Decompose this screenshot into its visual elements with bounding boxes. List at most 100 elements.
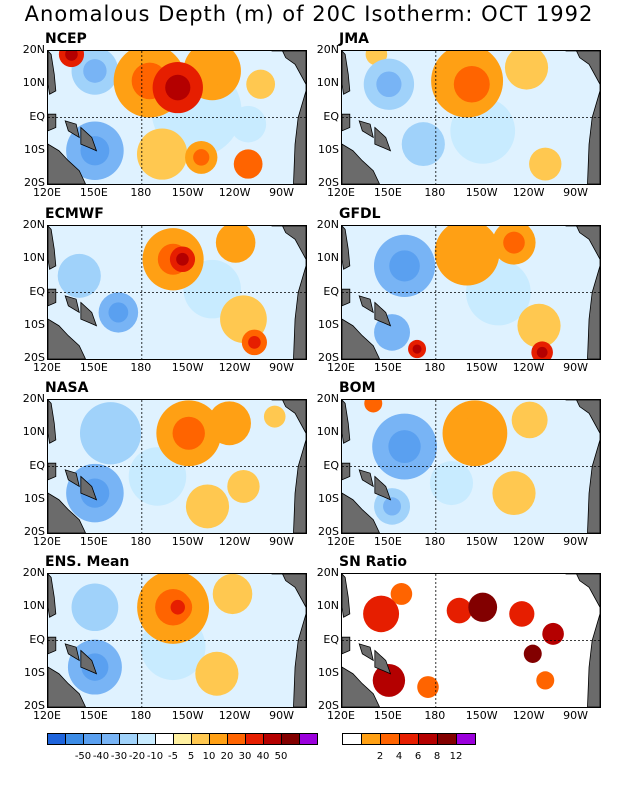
- landmass: [48, 666, 86, 707]
- colorbar-swatch: [209, 733, 228, 745]
- anomaly-blob: [542, 622, 564, 645]
- colorbar-swatch: [263, 733, 282, 745]
- colorbar-label: 40: [256, 751, 270, 762]
- colorbar-swatch: [281, 733, 300, 745]
- latitude-tick-label: 20S: [318, 176, 339, 189]
- latitude-tick-label: EQ: [29, 284, 45, 298]
- colorbar-swatch: [101, 733, 120, 745]
- latitude-tick-label: 20S: [24, 525, 45, 538]
- longitude-tick-label: 120W: [218, 361, 251, 374]
- landmass: [576, 51, 600, 85]
- longitude-tick-label: 120W: [218, 186, 251, 199]
- longitude-tick-label: 180: [424, 361, 446, 374]
- longitude-tick-label: 180: [424, 709, 446, 722]
- latitude-tick-label: 10S: [318, 665, 339, 679]
- longitude-tick-label: 120E: [33, 709, 61, 722]
- longitude-tick-label: 120E: [327, 361, 355, 374]
- colorbar-label: -10: [146, 751, 164, 762]
- longitude-tick-label: 120W: [512, 186, 545, 199]
- longitude-tick-label: 150E: [79, 709, 108, 722]
- anomaly-map: [48, 400, 306, 533]
- anomaly-core: [412, 344, 422, 354]
- landmass: [271, 400, 306, 533]
- longitude-tick-label: 90W: [563, 361, 588, 374]
- colorbar-label: -30: [110, 751, 128, 762]
- anomaly-blob: [57, 253, 101, 298]
- latitude-tick-label: EQ: [323, 458, 339, 472]
- colorbar-swatch: [227, 733, 246, 745]
- latitude-tick-label: EQ: [323, 632, 339, 646]
- landmass: [358, 469, 374, 488]
- longitude-tick-label: 180: [130, 535, 152, 548]
- longitude-tick-label: 90W: [269, 361, 294, 374]
- longitude-tick-label: 180: [130, 186, 152, 199]
- latitude-tick-label: 20S: [318, 699, 339, 712]
- longitude-tick-label: 150W: [465, 709, 498, 722]
- landmass: [64, 120, 80, 139]
- anomaly-blob: [212, 574, 253, 615]
- colorbar-label: 4: [395, 751, 403, 762]
- colorbar-label: -50: [74, 751, 92, 762]
- landmass: [64, 469, 80, 488]
- landmass: [271, 574, 306, 707]
- longitude-tick-label: 150E: [79, 186, 108, 199]
- latitude-tick-label: 10S: [318, 317, 339, 331]
- anomaly-blob: [79, 402, 142, 465]
- latitude-tick-label: 10N: [316, 76, 339, 90]
- anomaly-blob: [401, 122, 445, 167]
- landmass: [48, 288, 57, 307]
- anomaly-core: [389, 250, 420, 282]
- colorbar-swatch: [245, 733, 264, 745]
- longitude-tick-label: 150W: [171, 186, 204, 199]
- anomaly-blob: [517, 303, 561, 348]
- longitude-tick-label: 90W: [563, 709, 588, 722]
- landmass: [80, 301, 98, 327]
- latitude-tick-label: 10S: [24, 665, 45, 679]
- landmass: [342, 226, 351, 270]
- landmass: [48, 492, 86, 533]
- landmass: [576, 226, 600, 260]
- colorbar-swatch: [456, 733, 476, 745]
- anomaly-core: [172, 416, 205, 450]
- longitude-tick-label: 180: [424, 535, 446, 548]
- landmass: [342, 492, 380, 533]
- colorbar-label: 12: [449, 751, 463, 762]
- anomaly-blob: [136, 128, 188, 180]
- latitude-tick-label: EQ: [323, 109, 339, 123]
- anomaly-map: [48, 51, 306, 184]
- latitude-tick-label: 20N: [316, 566, 339, 579]
- colorbar-label: 30: [238, 751, 252, 762]
- landmass: [342, 143, 380, 184]
- anomaly-blob: [372, 663, 406, 697]
- latitude-tick-label: 10N: [22, 425, 45, 439]
- landmass: [48, 51, 57, 95]
- landmass: [48, 226, 57, 270]
- colorbar-swatch: [299, 733, 318, 745]
- longitude-tick-label: 120W: [218, 709, 251, 722]
- longitude-tick-label: 150E: [79, 535, 108, 548]
- anomaly-map: [342, 574, 600, 707]
- landmass: [282, 574, 306, 608]
- latitude-tick-label: EQ: [29, 458, 45, 472]
- longitude-tick-label: 120E: [33, 361, 61, 374]
- colorbar-swatch: [47, 733, 66, 745]
- map-panel: [341, 573, 601, 708]
- panel-title: JMA: [339, 31, 369, 47]
- latitude-tick-label: 10N: [22, 76, 45, 90]
- landmass: [48, 636, 57, 655]
- landmass: [565, 51, 600, 184]
- latitude-tick-label: EQ: [29, 109, 45, 123]
- landmass: [342, 318, 380, 359]
- landmass: [565, 226, 600, 359]
- colorbar-swatch: [437, 733, 457, 745]
- landmass: [342, 400, 351, 444]
- anomaly-core: [376, 71, 402, 98]
- colorbar-label: -20: [128, 751, 146, 762]
- anomaly-blob: [529, 147, 562, 181]
- panel-title: SN Ratio: [339, 554, 408, 570]
- longitude-tick-label: 120W: [512, 709, 545, 722]
- landmass: [358, 643, 374, 662]
- anomaly-blob: [71, 583, 119, 632]
- colorbar-swatch: [65, 733, 84, 745]
- anomaly-blob: [185, 484, 230, 529]
